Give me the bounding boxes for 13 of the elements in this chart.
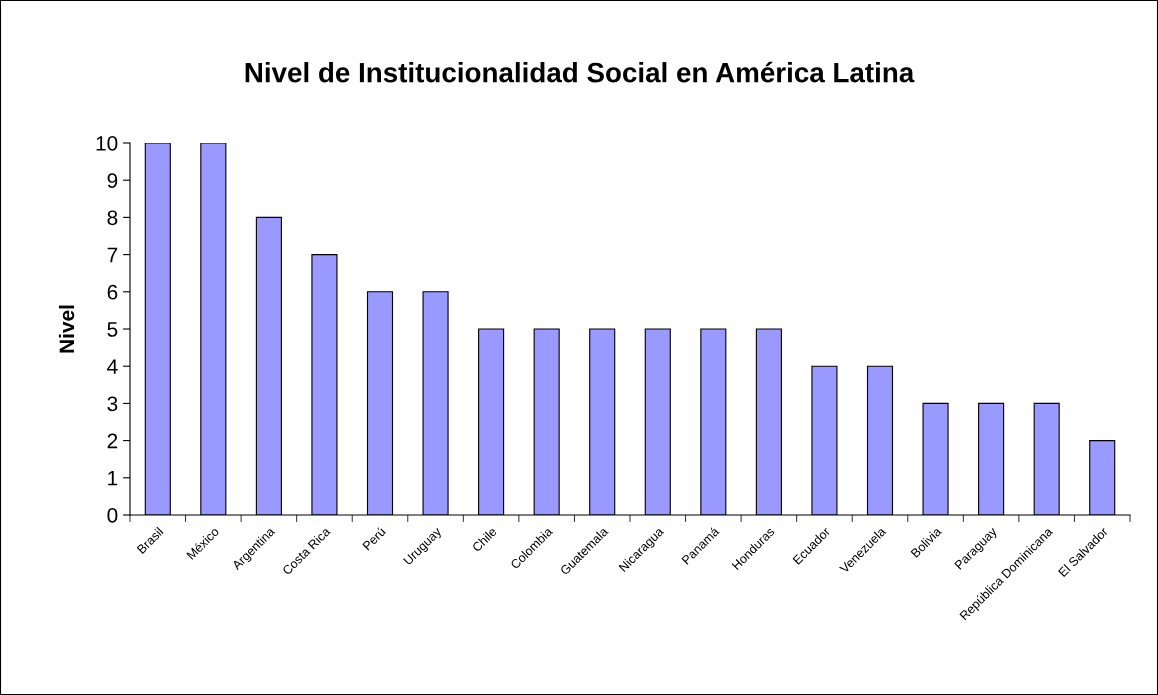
y-axis-title: Nivel [58, 305, 75, 353]
y-tick-label: 7 [107, 247, 118, 263]
y-tick-label: 8 [107, 210, 118, 226]
y-tick-label: 2 [107, 433, 118, 449]
chart-title: Nivel de Institucionalidad Social en América Latina [245, 61, 915, 83]
y-tick-label: 9 [107, 173, 118, 188]
y-tick-label: 5 [107, 322, 118, 337]
y-tick-label: 6 [107, 284, 118, 300]
y-tick-label: 0 [107, 508, 118, 523]
y-tick-label: 1 [108, 471, 118, 486]
y-tick-label: 4 [107, 359, 118, 374]
y-tick-label: 10 [96, 136, 118, 151]
y-tick-label: 3 [107, 396, 118, 412]
